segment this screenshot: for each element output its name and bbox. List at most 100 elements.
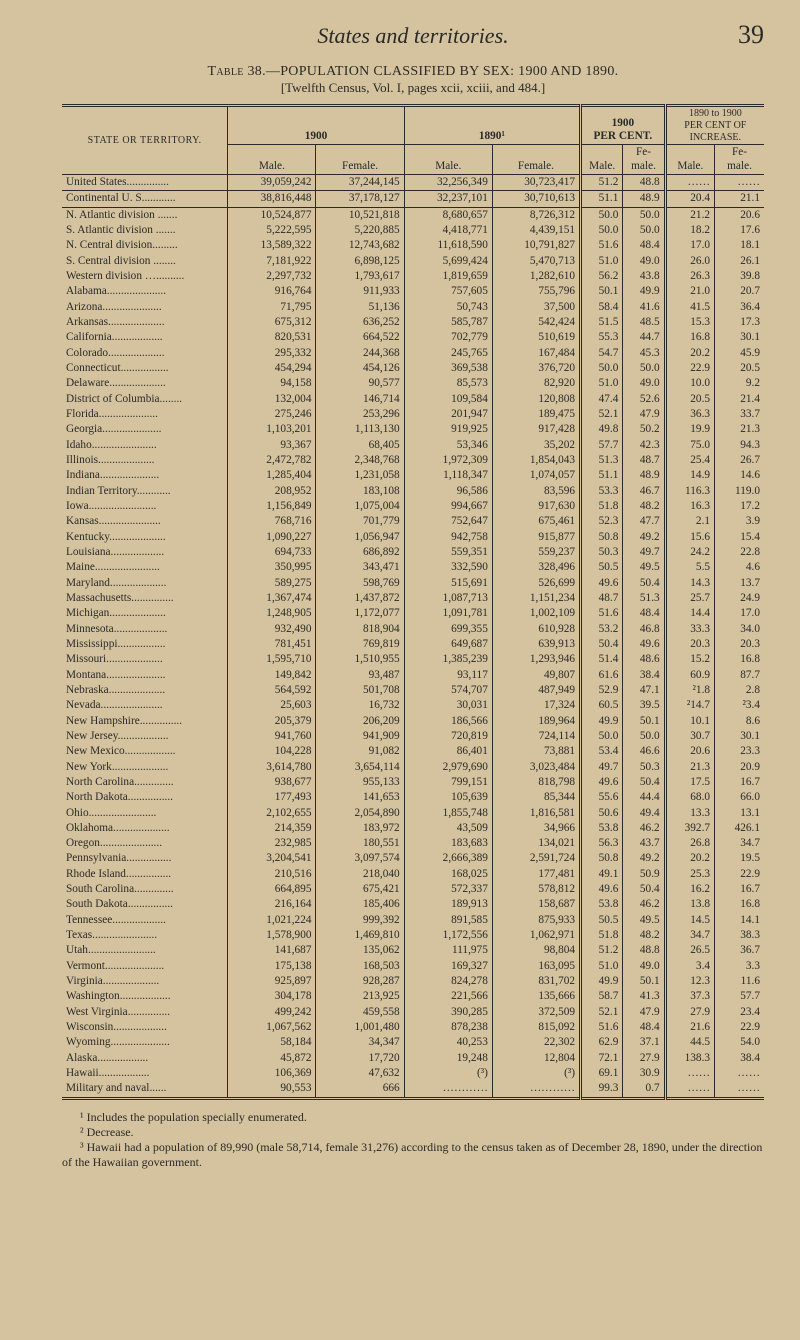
table-row: Utah........................141,687135,0… xyxy=(62,943,764,958)
table-row: Nebraska....................564,592501,7… xyxy=(62,683,764,698)
state-cell: Arkansas.................... xyxy=(62,315,228,330)
data-cell: 955,133 xyxy=(316,775,404,790)
data-cell: 911,933 xyxy=(316,284,404,299)
data-cell: 20.4 xyxy=(665,191,714,207)
data-cell: 60.9 xyxy=(665,668,714,683)
data-cell: 91,082 xyxy=(316,744,404,759)
table-row: South Dakota................216,164185,4… xyxy=(62,897,764,912)
data-cell: 1,172,556 xyxy=(404,928,492,943)
data-cell: 52.9 xyxy=(581,683,623,698)
data-cell: 47.4 xyxy=(581,392,623,407)
data-cell: 572,337 xyxy=(404,882,492,897)
data-cell: 52.1 xyxy=(581,1005,623,1020)
data-cell: 578,812 xyxy=(492,882,580,897)
data-cell: 919,925 xyxy=(404,422,492,437)
data-cell: 66.0 xyxy=(715,790,764,805)
data-cell: 10,791,827 xyxy=(492,238,580,253)
data-cell: 1,113,130 xyxy=(316,422,404,437)
data-cell: 1,151,234 xyxy=(492,591,580,606)
table-row: United States...............39,059,24237… xyxy=(62,175,764,191)
data-cell: (³) xyxy=(404,1066,492,1081)
data-cell: 75.0 xyxy=(665,438,714,453)
table-row: Rhode Island................210,516218,0… xyxy=(62,867,764,882)
data-cell: 19.5 xyxy=(715,851,764,866)
state-cell: Wisconsin................... xyxy=(62,1020,228,1035)
data-cell: 941,909 xyxy=(316,729,404,744)
data-cell: 585,787 xyxy=(404,315,492,330)
data-cell: 57.7 xyxy=(715,989,764,1004)
data-cell: 1,002,109 xyxy=(492,606,580,621)
data-cell: 14.3 xyxy=(665,576,714,591)
stub-heading: STATE OR TERRITORY. xyxy=(62,106,228,175)
table-row: Vermont.....................175,138168,5… xyxy=(62,959,764,974)
state-cell: Washington.................. xyxy=(62,989,228,1004)
data-cell: 702,779 xyxy=(404,330,492,345)
table-row: Indian Territory............208,952183,1… xyxy=(62,484,764,499)
data-cell: 205,379 xyxy=(228,714,316,729)
data-cell: 50.3 xyxy=(581,545,623,560)
data-cell: 90,553 xyxy=(228,1081,316,1098)
data-cell: 40,253 xyxy=(404,1035,492,1050)
state-cell: Tennessee................... xyxy=(62,913,228,928)
data-cell: 244,368 xyxy=(316,346,404,361)
table-row: District of Columbia........132,004146,7… xyxy=(62,392,764,407)
data-cell: 41.5 xyxy=(665,300,714,315)
data-cell: 49.7 xyxy=(623,545,665,560)
data-cell: 542,424 xyxy=(492,315,580,330)
data-cell: 48.7 xyxy=(581,591,623,606)
data-cell: 58,184 xyxy=(228,1035,316,1050)
data-cell: 49.0 xyxy=(623,254,665,269)
data-cell: 17,324 xyxy=(492,698,580,713)
data-cell: 50.2 xyxy=(623,422,665,437)
data-cell: 26.5 xyxy=(665,943,714,958)
data-cell: 189,964 xyxy=(492,714,580,729)
data-cell: 60.5 xyxy=(581,698,623,713)
data-cell: 15.3 xyxy=(665,315,714,330)
data-cell: 941,760 xyxy=(228,729,316,744)
data-cell: 2,297,732 xyxy=(228,269,316,284)
data-cell: 752,647 xyxy=(404,514,492,529)
data-cell: 186,566 xyxy=(404,714,492,729)
table-row: Alaska..................45,87217,72019,2… xyxy=(62,1051,764,1066)
data-cell: 559,237 xyxy=(492,545,580,560)
data-cell: 1,510,955 xyxy=(316,652,404,667)
state-cell: Military and naval...... xyxy=(62,1081,228,1098)
data-cell: 8,680,657 xyxy=(404,207,492,223)
state-cell: Western division ….......... xyxy=(62,269,228,284)
state-cell: Wyoming..................... xyxy=(62,1035,228,1050)
data-cell: 50.4 xyxy=(623,576,665,591)
data-cell: 2,591,724 xyxy=(492,851,580,866)
data-cell: 132,004 xyxy=(228,392,316,407)
data-cell: 3,654,114 xyxy=(316,760,404,775)
data-cell: 36.3 xyxy=(665,407,714,422)
data-cell: 768,716 xyxy=(228,514,316,529)
state-cell: Minnesota................... xyxy=(62,622,228,637)
data-cell: 87.7 xyxy=(715,668,764,683)
data-cell: 37,178,127 xyxy=(316,191,404,207)
data-cell: 58.4 xyxy=(581,300,623,315)
data-cell: 201,947 xyxy=(404,407,492,422)
table-row: Washington..................304,178213,9… xyxy=(62,989,764,1004)
data-cell: 19.9 xyxy=(665,422,714,437)
data-cell: 49.9 xyxy=(581,714,623,729)
state-cell: Alabama..................... xyxy=(62,284,228,299)
data-cell: 515,691 xyxy=(404,576,492,591)
state-cell: District of Columbia........ xyxy=(62,392,228,407)
data-cell: 48.4 xyxy=(623,606,665,621)
state-cell: South Dakota................ xyxy=(62,897,228,912)
data-cell: 47.7 xyxy=(623,514,665,529)
data-cell: 11.6 xyxy=(715,974,764,989)
data-cell: 13,589,322 xyxy=(228,238,316,253)
data-cell: 46.7 xyxy=(623,484,665,499)
data-cell: 4,439,151 xyxy=(492,223,580,238)
data-cell: 43.8 xyxy=(623,269,665,284)
data-cell: 49.5 xyxy=(623,560,665,575)
data-cell: 175,138 xyxy=(228,959,316,974)
data-cell: 51.1 xyxy=(581,468,623,483)
data-cell: 34,347 xyxy=(316,1035,404,1050)
data-cell: 45.9 xyxy=(715,346,764,361)
data-cell: 30,031 xyxy=(404,698,492,713)
data-cell: 73,881 xyxy=(492,744,580,759)
data-cell: 189,913 xyxy=(404,897,492,912)
state-cell: Colorado.................... xyxy=(62,346,228,361)
